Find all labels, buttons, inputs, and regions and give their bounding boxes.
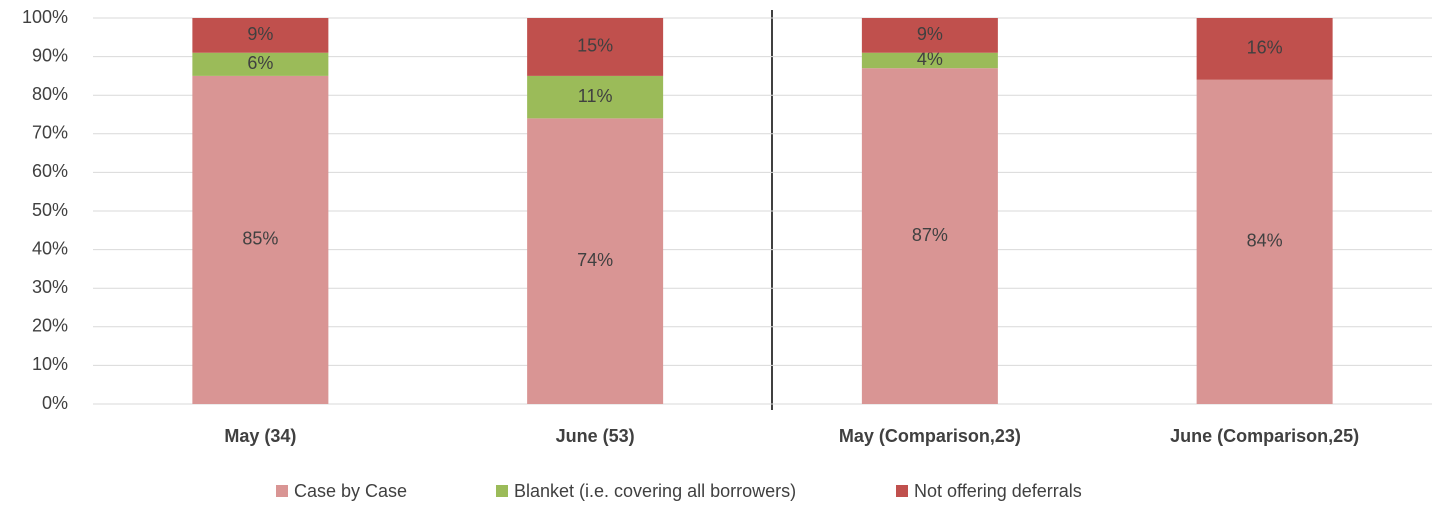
bar-segment bbox=[192, 18, 329, 53]
y-tick-label: 90% bbox=[32, 45, 68, 65]
bar-segment bbox=[527, 75, 664, 119]
x-tick-label: June (53) bbox=[556, 426, 635, 446]
y-tick-label: 20% bbox=[32, 316, 68, 336]
data-label: 87% bbox=[912, 225, 948, 245]
x-tick-label: May (34) bbox=[224, 426, 296, 446]
data-label: 84% bbox=[1247, 231, 1283, 251]
y-tick-label: 30% bbox=[32, 277, 68, 297]
bar-segment bbox=[861, 68, 998, 405]
data-label: 15% bbox=[577, 36, 613, 56]
bar-segment bbox=[1196, 18, 1333, 80]
y-tick-label: 80% bbox=[32, 84, 68, 104]
y-tick-label: 0% bbox=[42, 393, 68, 413]
legend-label: Blanket (i.e. covering all borrowers) bbox=[514, 481, 796, 501]
y-tick-label: 10% bbox=[32, 354, 68, 374]
legend-swatch bbox=[496, 485, 508, 497]
bar-segment bbox=[861, 18, 998, 53]
data-label: 85% bbox=[242, 229, 278, 249]
y-tick-label: 50% bbox=[32, 200, 68, 220]
legend-swatch bbox=[276, 485, 288, 497]
y-tick-label: 60% bbox=[32, 161, 68, 181]
y-tick-label: 40% bbox=[32, 238, 68, 258]
bar-segment bbox=[1196, 79, 1333, 404]
data-label: 11% bbox=[578, 86, 613, 106]
legend-label: Case by Case bbox=[294, 481, 407, 501]
y-tick-label: 70% bbox=[32, 123, 68, 143]
data-label: 9% bbox=[247, 24, 273, 44]
data-label: 9% bbox=[917, 24, 943, 44]
legend-label: Not offering deferrals bbox=[914, 481, 1082, 501]
bar-segment bbox=[527, 118, 664, 405]
x-tick-label: May (Comparison,23) bbox=[839, 426, 1021, 446]
data-label: 6% bbox=[247, 53, 273, 73]
legend-swatch bbox=[896, 485, 908, 497]
bar-segment bbox=[192, 75, 329, 405]
data-label: 4% bbox=[917, 49, 943, 69]
data-label: 16% bbox=[1247, 38, 1283, 58]
bar-segment bbox=[192, 52, 329, 76]
data-label: 74% bbox=[577, 250, 613, 270]
bar-segment bbox=[861, 52, 998, 69]
x-tick-label: June (Comparison,25) bbox=[1170, 426, 1359, 446]
bar-segment bbox=[527, 18, 664, 76]
y-tick-label: 100% bbox=[22, 7, 68, 27]
